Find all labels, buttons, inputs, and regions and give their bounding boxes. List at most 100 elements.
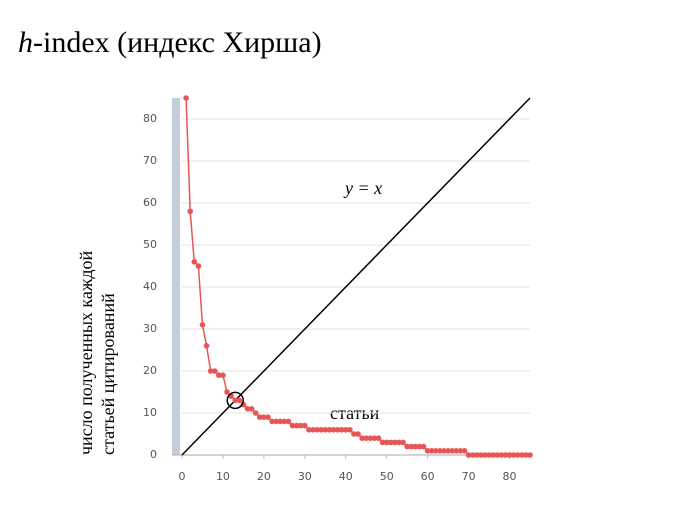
point	[322, 427, 329, 433]
point	[289, 422, 296, 429]
point	[523, 452, 529, 458]
point	[469, 452, 476, 458]
point	[506, 452, 513, 458]
point	[408, 443, 415, 450]
x-tick-label: 70	[462, 470, 476, 483]
point	[449, 448, 456, 454]
y-tick-label: 40	[143, 280, 157, 293]
y-tick-label: 60	[143, 196, 157, 209]
point	[314, 427, 320, 433]
point	[326, 427, 333, 433]
point	[433, 448, 439, 454]
point	[375, 435, 382, 442]
x-tick-label: 60	[421, 470, 435, 483]
point	[404, 443, 410, 450]
point	[502, 452, 509, 458]
point	[265, 414, 271, 421]
point	[379, 439, 386, 446]
point	[457, 448, 464, 454]
y-axis-label: число полученных каждой статьей цитирова…	[76, 251, 118, 455]
x-tick-label: 80	[503, 470, 517, 483]
title-italic: h	[18, 26, 33, 59]
point	[220, 372, 226, 379]
point	[248, 406, 255, 412]
y-tick-label: 70	[143, 154, 157, 167]
y-tick-label: 80	[143, 112, 157, 125]
point	[224, 389, 230, 395]
point	[473, 452, 480, 458]
point	[363, 435, 370, 442]
point	[269, 418, 275, 425]
diagonal-label: y = x	[343, 178, 382, 198]
point	[195, 263, 202, 269]
point	[424, 448, 431, 454]
x-tick-label: 10	[216, 470, 230, 483]
point	[252, 410, 259, 416]
point	[293, 422, 300, 429]
point	[302, 422, 308, 429]
point	[527, 452, 533, 458]
diagonal	[181, 97, 531, 456]
point	[207, 368, 214, 374]
point	[371, 435, 378, 442]
point	[285, 418, 292, 425]
point	[498, 452, 505, 458]
point	[273, 418, 279, 425]
point	[519, 452, 525, 458]
point	[211, 368, 218, 374]
point	[388, 439, 394, 446]
point	[416, 443, 423, 450]
y-tick-label: 0	[150, 448, 157, 461]
point	[318, 427, 325, 433]
point	[347, 427, 353, 433]
point	[441, 448, 447, 454]
point	[191, 259, 198, 265]
point	[203, 343, 210, 349]
point	[244, 406, 251, 412]
point	[338, 427, 345, 433]
point	[342, 427, 349, 433]
point	[453, 448, 460, 454]
point	[359, 435, 365, 442]
point	[187, 208, 193, 215]
title-rest: -index (индекс Хирша)	[33, 26, 322, 59]
x-tick-label: 20	[257, 470, 271, 483]
point	[400, 439, 406, 446]
point	[216, 372, 222, 379]
y-tick-label: 50	[143, 238, 157, 251]
point	[482, 452, 488, 458]
point	[261, 414, 267, 421]
point	[281, 418, 288, 425]
point	[461, 448, 468, 454]
y-tick-label: 30	[143, 322, 157, 335]
point	[494, 452, 501, 458]
point	[334, 427, 341, 433]
point	[478, 452, 484, 458]
point	[310, 427, 316, 433]
point	[437, 448, 443, 454]
point	[355, 431, 361, 437]
point	[486, 452, 492, 458]
point	[367, 435, 374, 442]
point	[236, 397, 243, 404]
point	[277, 418, 284, 425]
point	[465, 452, 472, 458]
point	[297, 422, 304, 429]
x-tick-label: 40	[339, 470, 353, 483]
point	[330, 427, 337, 433]
y-label-line: число полученных каждой	[76, 251, 96, 455]
point	[420, 443, 427, 450]
point	[199, 322, 206, 328]
point	[445, 448, 451, 454]
point	[392, 439, 398, 446]
point	[232, 397, 239, 404]
point	[256, 414, 263, 421]
point	[396, 439, 402, 446]
point	[514, 452, 521, 458]
point	[490, 452, 496, 458]
h-index-circle	[226, 391, 244, 410]
point	[383, 439, 390, 446]
x-tick-label: 0	[179, 470, 186, 483]
point	[306, 427, 312, 433]
